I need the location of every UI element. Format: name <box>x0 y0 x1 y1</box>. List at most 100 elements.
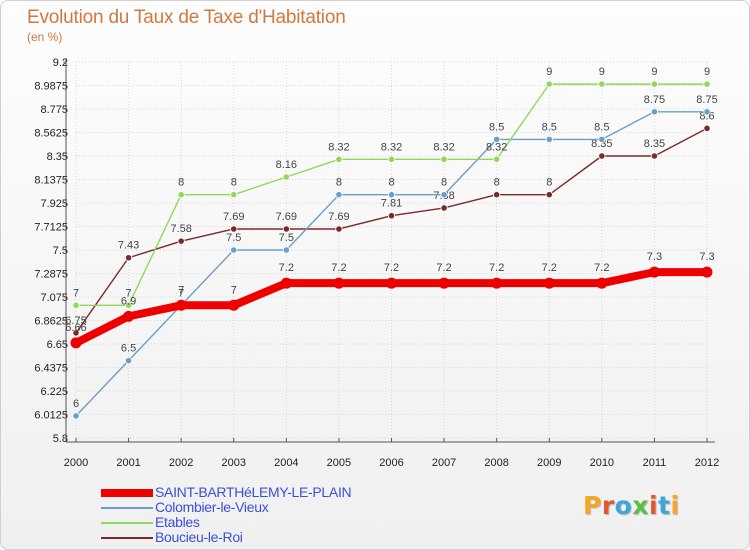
data-point <box>72 301 80 309</box>
data-point <box>703 108 711 116</box>
data-label: 7.3 <box>647 251 662 263</box>
data-label: 7.3 <box>699 251 714 263</box>
data-label: 8.5 <box>489 121 504 133</box>
data-point <box>440 155 448 163</box>
data-label: 7 <box>73 287 79 299</box>
data-point <box>177 191 185 199</box>
data-label: 7 <box>178 284 184 296</box>
data-point <box>701 266 713 278</box>
data-label: 9 <box>651 66 657 78</box>
data-label: 9 <box>546 66 552 78</box>
y-tick-label: 8.35 <box>47 151 68 163</box>
x-tick-label: 2009 <box>537 457 561 469</box>
legend-swatch <box>101 537 153 539</box>
y-tick-label: 6.225 <box>40 386 68 398</box>
logo-letter: P <box>583 491 602 520</box>
data-label: 8.5 <box>542 121 557 133</box>
data-point <box>650 152 659 160</box>
data-point <box>387 212 396 220</box>
data-point <box>598 152 606 160</box>
x-tick-label: 2010 <box>590 457 614 469</box>
data-label: 8.32 <box>433 141 454 153</box>
data-point <box>230 191 238 199</box>
data-label: 8.32 <box>486 141 507 153</box>
data-label: 8.6 <box>699 110 714 122</box>
logo-letter: r <box>601 491 615 520</box>
data-point <box>703 80 711 88</box>
data-label: 7 <box>126 287 132 299</box>
data-label: 9 <box>704 66 710 78</box>
data-point <box>72 412 80 420</box>
y-tick-label: 6.65 <box>47 339 68 351</box>
y-tick-label: 7.925 <box>40 198 68 210</box>
data-point <box>124 356 133 365</box>
data-point <box>123 310 135 322</box>
data-label: 8 <box>178 177 184 189</box>
data-label: 7.81 <box>381 198 402 210</box>
logo-letter: i <box>649 491 659 520</box>
data-label: 7.2 <box>489 262 504 274</box>
legend-swatch <box>101 507 153 509</box>
data-point <box>386 277 397 289</box>
chart-title: Evolution du Taux de Taxe d'Habitation <box>27 7 346 28</box>
data-point <box>335 225 343 233</box>
data-label: 8.32 <box>328 141 349 153</box>
data-point <box>335 155 343 163</box>
data-label: 8.16 <box>276 159 297 171</box>
y-tick-label: 8.1375 <box>34 175 68 187</box>
legend-label: Boucieu-le-Roi <box>155 529 243 545</box>
data-point <box>440 204 448 212</box>
data-label: 7.58 <box>170 223 191 235</box>
chart-unit-label: (en %) <box>27 30 63 44</box>
data-label: 6.9 <box>121 295 136 307</box>
y-tick-label: 9.2 <box>53 57 68 69</box>
y-tick-label: 5.8 <box>53 433 68 445</box>
data-point <box>228 299 240 311</box>
data-point <box>598 135 606 144</box>
data-label: 6 <box>73 398 79 410</box>
data-point <box>333 277 345 289</box>
logo-letter: o <box>614 491 633 520</box>
series-2: 7 7 8 8 8.16 8.32 8.32 8.32 8.32 9 9 9 9 <box>72 66 711 309</box>
logo-letter: i <box>670 491 680 520</box>
data-label: 8 <box>494 177 500 189</box>
x-tick-label: 2002 <box>169 457 193 469</box>
data-point <box>124 254 133 262</box>
data-point <box>648 266 660 278</box>
data-point <box>387 191 396 199</box>
data-point <box>596 277 608 289</box>
data-label: 7.2 <box>279 262 294 274</box>
data-label: 7.69 <box>223 211 244 223</box>
data-point <box>335 191 343 199</box>
data-point <box>70 337 82 349</box>
data-point <box>282 225 290 233</box>
data-label: 8 <box>336 177 342 189</box>
legend-label: Etables <box>155 514 200 530</box>
data-label: 8 <box>388 177 394 189</box>
data-label: 8.35 <box>591 138 612 150</box>
data-point <box>282 246 290 254</box>
data-point <box>491 277 503 289</box>
data-label: 7 <box>231 284 237 296</box>
x-tick-label: 2000 <box>64 457 88 469</box>
data-label: 7.2 <box>436 262 451 274</box>
series-3: 6.757.437.587.697.697.697.817.88888.358.… <box>65 110 715 337</box>
y-tick-label: 8.5625 <box>34 128 68 140</box>
data-point <box>545 191 553 199</box>
data-label: 8 <box>441 177 447 189</box>
data-label: 7.2 <box>384 262 399 274</box>
data-label: 9 <box>599 66 605 78</box>
data-label: 6.5 <box>121 343 136 355</box>
x-tick-label: 2011 <box>643 457 667 469</box>
legend-swatch <box>101 522 153 524</box>
x-tick-label: 2004 <box>274 457 298 469</box>
x-tick-label: 2008 <box>484 457 508 469</box>
data-point <box>280 277 292 289</box>
data-point <box>438 277 450 289</box>
data-point <box>598 80 606 88</box>
data-label: 8.75 <box>696 94 717 106</box>
data-point <box>124 301 133 309</box>
series-0: 6.666.97 77.2 7.2 7.2 7.2 7.2 7.2 7.27.3 7.3 <box>65 251 715 349</box>
